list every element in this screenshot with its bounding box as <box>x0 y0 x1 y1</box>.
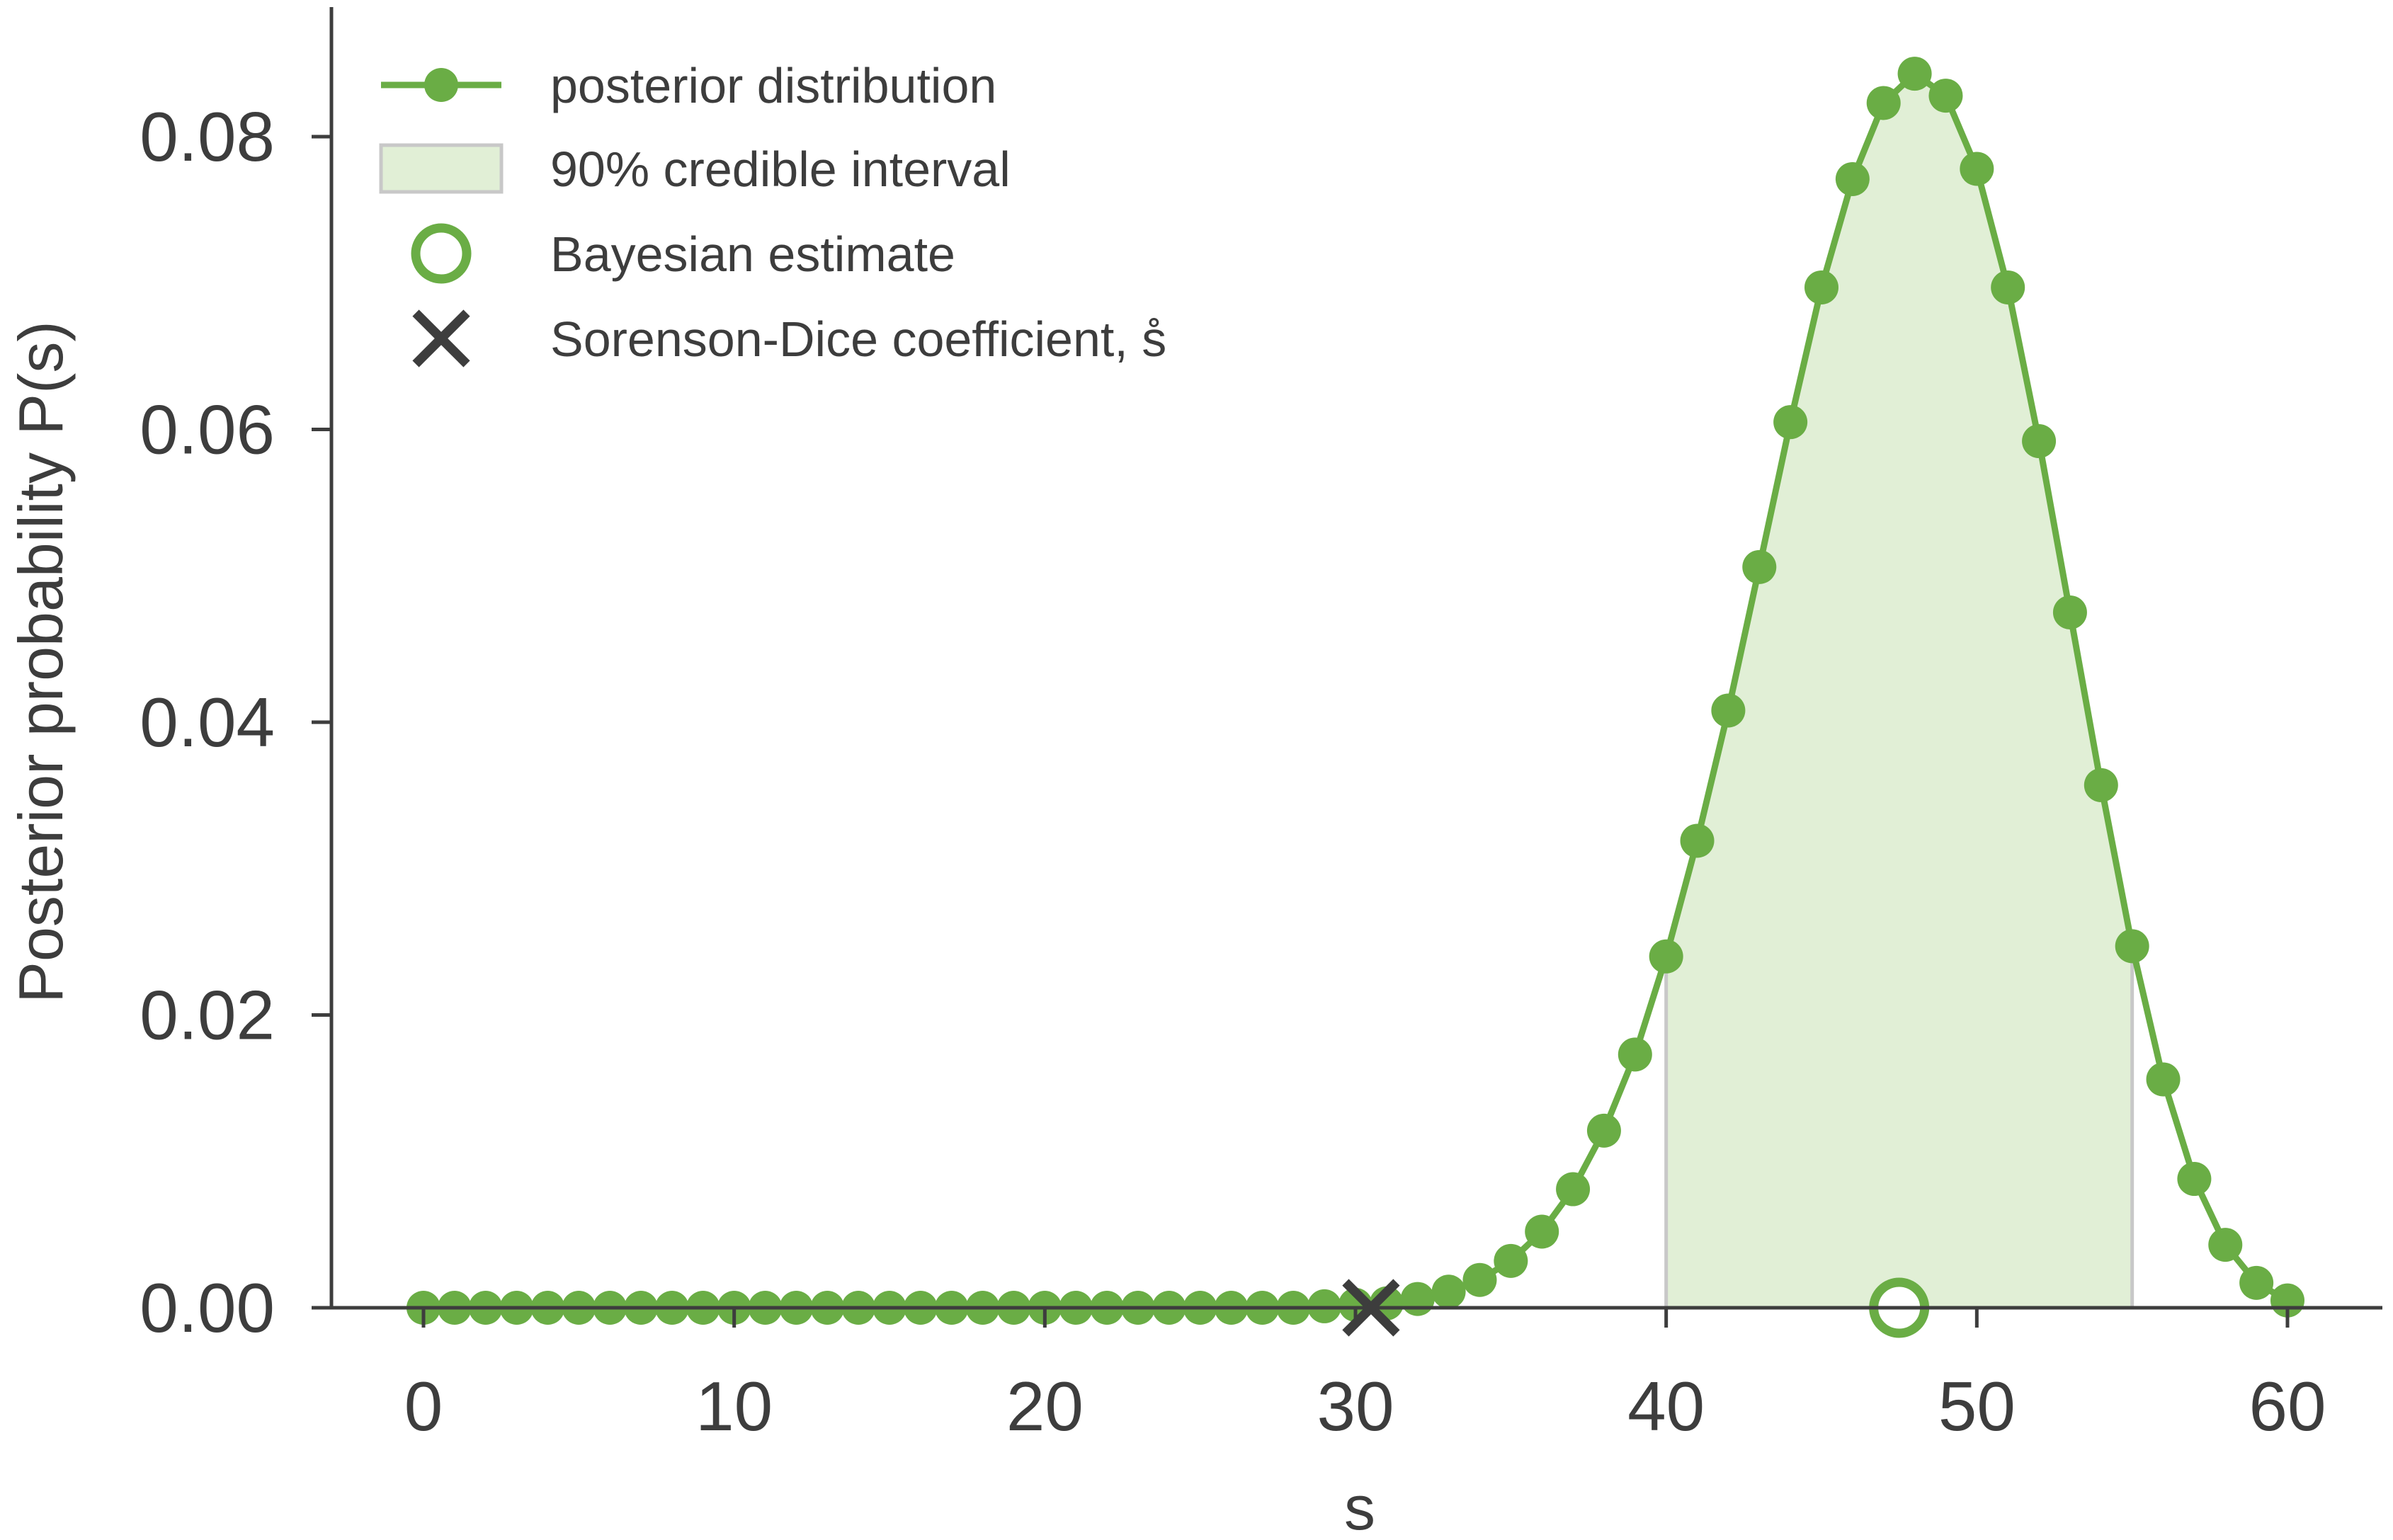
posterior-point <box>1835 161 1870 196</box>
x-tick-label: 10 <box>695 1367 773 1445</box>
posterior-point <box>2022 424 2057 459</box>
legend-point-swatch <box>424 68 458 102</box>
posterior-point <box>2177 1162 2212 1197</box>
legend-fill-swatch <box>379 143 504 194</box>
posterior-point <box>2208 1228 2243 1262</box>
legend: posterior distribution 90% credible inter… <box>379 58 1166 367</box>
posterior-point <box>2084 768 2118 802</box>
y-tick-label: 0.04 <box>140 683 275 761</box>
posterior-point <box>1742 549 1777 584</box>
posterior-point <box>1494 1243 1528 1278</box>
legend-x-stroke <box>412 309 470 367</box>
legend-ring-swatch <box>411 223 472 284</box>
posterior-point <box>2146 1062 2181 1097</box>
y-tick-label: 0.06 <box>140 391 275 469</box>
x-tick-label: 20 <box>1006 1367 1084 1445</box>
legend-label-sorenson: Sorenson-Dice coefficient, s̊ <box>550 312 1166 367</box>
x-tick-label: 50 <box>1938 1367 2016 1445</box>
legend-label-interval: 90% credible interval <box>550 142 1011 197</box>
posterior-point <box>1711 693 1746 728</box>
x-tick-label: 60 <box>2249 1367 2326 1445</box>
posterior-point <box>2239 1265 2274 1300</box>
legend-label-posterior: posterior distribution <box>550 58 996 113</box>
x-axis-label: s <box>1344 1473 1375 1540</box>
posterior-point <box>2052 595 2087 629</box>
x-tick-label: 40 <box>1627 1367 1705 1445</box>
y-tick-label: 0.08 <box>140 98 275 176</box>
legend-label-bayesian: Bayesian estimate <box>550 227 955 282</box>
posterior-point <box>1866 86 1901 120</box>
posterior-point <box>2115 929 2149 964</box>
posterior-point <box>1462 1262 1497 1297</box>
posterior-point <box>1431 1274 1466 1309</box>
posterior-point <box>1649 939 1683 974</box>
credible-interval-fill <box>1666 74 2132 1308</box>
posterior-point <box>1400 1282 1435 1316</box>
legend-symbol-s: s̊ <box>1142 312 1166 367</box>
axes: 0 10 20 30 40 50 60 0.00 0.02 0.04 0.06 0.08 <box>140 7 2382 1445</box>
posterior-point <box>1525 1214 1559 1249</box>
posterior-point <box>1773 405 1808 440</box>
posterior-point <box>1897 57 1932 91</box>
y-tick-label: 0.02 <box>140 976 275 1054</box>
legend-x-swatch <box>412 309 470 367</box>
posterior-point <box>1556 1172 1591 1207</box>
posterior-point <box>1680 823 1715 858</box>
x-tick-label: 0 <box>404 1367 443 1445</box>
posterior-point <box>1928 79 1963 113</box>
posterior-point <box>1960 152 1994 186</box>
posterior-point <box>1991 270 2025 304</box>
x-tick-label: 30 <box>1317 1367 1394 1445</box>
y-tick-label: 0.00 <box>140 1269 275 1347</box>
posterior-point <box>1804 270 1838 304</box>
posterior-point <box>1586 1113 1621 1148</box>
posterior-point <box>1618 1037 1652 1072</box>
y-axis-label: Posterior probability P(s) <box>6 321 76 1003</box>
